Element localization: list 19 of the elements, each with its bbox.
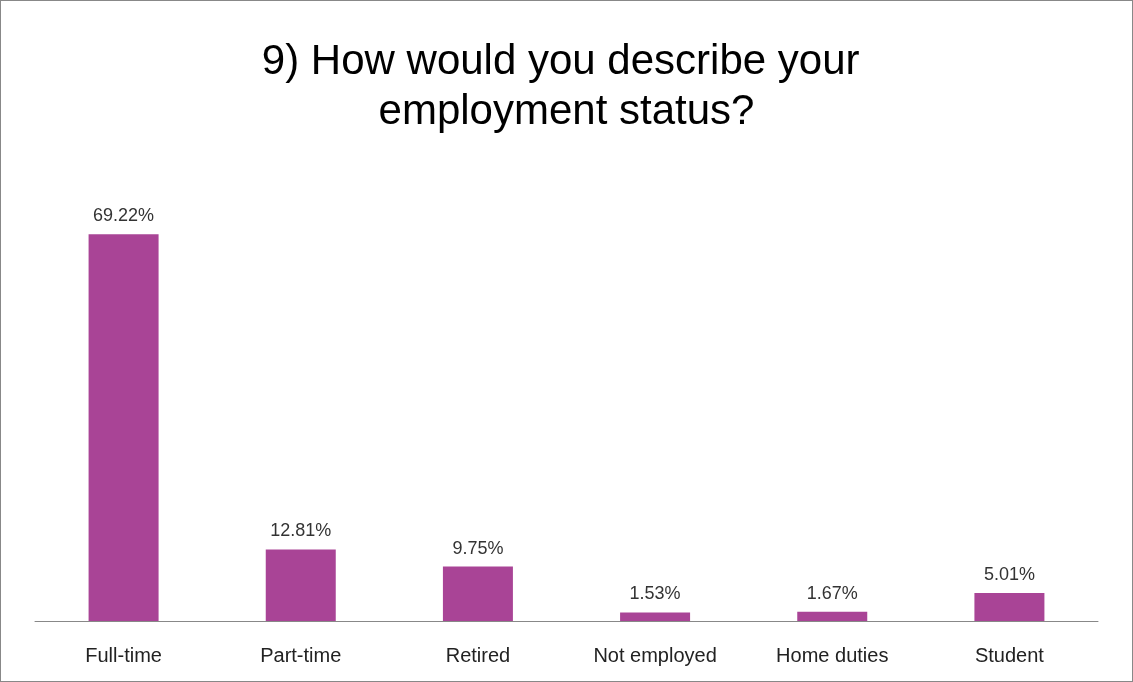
chart-title: 9) How would you describe your employment status? <box>261 35 872 133</box>
bar <box>442 566 513 621</box>
data-label: 5.01% <box>983 564 1035 585</box>
data-label: 9.75% <box>452 537 504 558</box>
data-label: 12.81% <box>270 520 332 541</box>
bar <box>265 549 336 621</box>
data-label: 1.53% <box>629 583 681 604</box>
bar <box>620 612 691 621</box>
x-tick-label: Not employed <box>593 644 717 666</box>
x-tick-label: Part-time <box>260 644 342 666</box>
x-tick-label: Student <box>974 644 1045 666</box>
bar <box>88 234 159 621</box>
x-tick-label: Retired <box>445 644 511 666</box>
data-label: 69.22% <box>93 205 155 226</box>
bar <box>974 593 1045 621</box>
bar <box>797 611 868 621</box>
data-label: 1.67% <box>806 582 858 603</box>
x-tick-label: Full-time <box>85 644 162 666</box>
x-tick-label: Home duties <box>776 644 889 666</box>
